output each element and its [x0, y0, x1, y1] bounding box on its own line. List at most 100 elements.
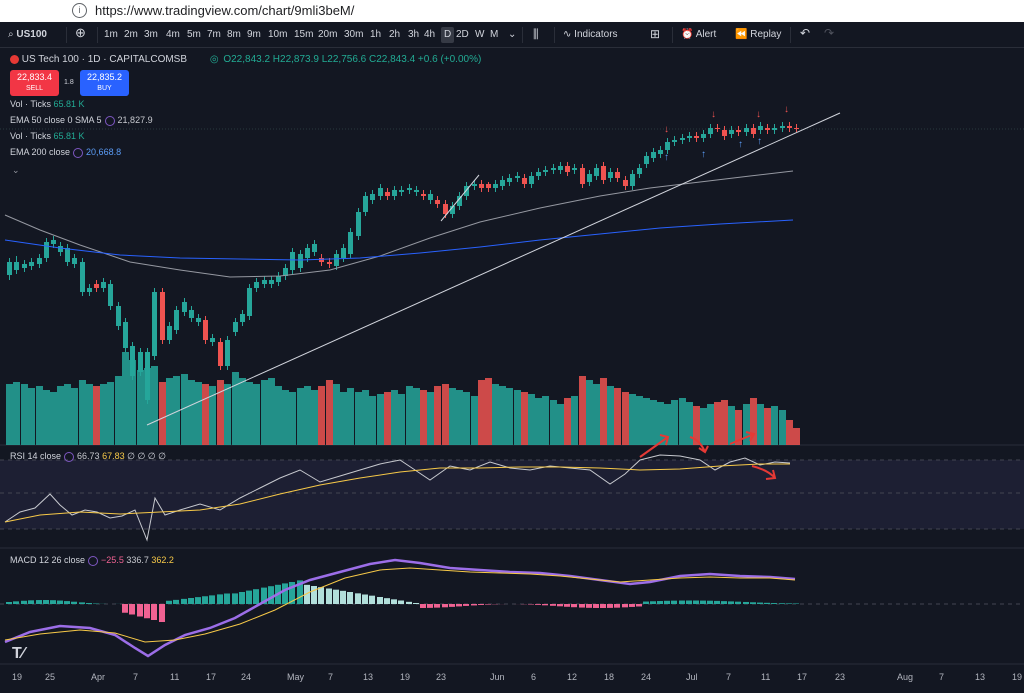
candles-icon[interactable]: ⫼ — [533, 27, 539, 41]
interval-7m[interactable]: 7m — [207, 29, 221, 40]
macd-legend[interactable]: MACD 12 26 close −25.5 336.7 362.2 — [10, 555, 174, 566]
time-axis-label: 7 — [939, 672, 945, 682]
rsi-value: 66.73 — [77, 451, 100, 461]
candle-body — [794, 128, 799, 129]
ema50-legend[interactable]: EMA 50 close 0 SMA 5 21,827.9 — [10, 115, 153, 126]
interval-2h[interactable]: 2h — [389, 29, 401, 40]
alert-label: Alert — [695, 29, 717, 40]
interval-10m[interactable]: 10m — [268, 29, 288, 40]
volume-bar — [173, 376, 180, 445]
volume-bar — [528, 394, 535, 445]
symbol-title: US Tech 100 · 1D · CAPITALCOMSB — [21, 54, 188, 65]
sell-button[interactable]: 22,833.4 SELL — [10, 70, 59, 96]
undo-icon[interactable]: ↶ — [800, 26, 811, 40]
macd-histogram-bar — [735, 601, 741, 604]
market-status-icon: ◎ — [209, 54, 219, 65]
interval-3h[interactable]: 3h — [408, 29, 420, 40]
candle-body — [233, 322, 238, 332]
vol-legend-2[interactable]: Vol · Ticks 65.81 K — [10, 131, 85, 141]
candle-body — [765, 128, 770, 130]
candle-body — [708, 128, 713, 134]
interval-1m[interactable]: 1m — [104, 29, 118, 40]
candle-body — [276, 276, 281, 282]
volume-bar — [535, 398, 542, 445]
interval-4m[interactable]: 4m — [166, 29, 180, 40]
buy-button[interactable]: 22,835.2 BUY — [80, 70, 129, 96]
volume-bar — [686, 402, 693, 445]
browser-address-bar[interactable]: i https://www.tradingview.com/chart/9mli… — [0, 0, 1024, 22]
interval-5m[interactable]: 5m — [187, 29, 201, 40]
ema200-legend[interactable]: EMA 200 close 20,668.8 — [10, 147, 121, 158]
alert-button[interactable]: ⏰ Alert — [681, 27, 716, 43]
eye-icon[interactable] — [64, 451, 75, 462]
volume-bar — [614, 388, 621, 445]
candle-body — [522, 178, 527, 184]
candle-body — [283, 268, 288, 276]
indicators-button[interactable]: ∿ Indicators — [563, 27, 618, 43]
site-info-icon[interactable]: i — [72, 3, 87, 18]
compare-add-icon[interactable]: ⊕ — [75, 25, 86, 40]
macd-histogram-bar — [442, 604, 448, 608]
interval-9m[interactable]: 9m — [247, 29, 261, 40]
rsi-legend[interactable]: RSI 14 close 66.73 67.83 ∅ ∅ ∅ ∅ — [10, 451, 166, 462]
volume-bar — [282, 390, 289, 445]
time-axis-label: 24 — [641, 672, 652, 682]
candle-body — [399, 190, 404, 192]
macd-histogram-bar — [362, 594, 368, 604]
interval-4h[interactable]: 4h — [424, 29, 436, 40]
interval-30m[interactable]: 30m — [344, 29, 364, 40]
replay-button[interactable]: ⏪ Replay — [735, 27, 781, 43]
candle-body — [630, 174, 635, 186]
interval-M[interactable]: M — [490, 29, 499, 40]
interval-W[interactable]: W — [475, 29, 485, 40]
symbol-search[interactable]: ⌕ US100 — [8, 27, 47, 43]
collapse-chevron-icon[interactable]: ⌄ — [12, 165, 20, 175]
volume-bar — [398, 394, 405, 445]
volume-bar — [217, 380, 224, 445]
macd-signal-line — [4, 567, 796, 643]
candle-body — [623, 180, 628, 186]
interval-D[interactable]: D — [441, 27, 455, 43]
macd-histogram-bar — [693, 600, 699, 604]
volume-bar — [793, 428, 800, 445]
redo-icon[interactable]: ↷ — [824, 26, 835, 40]
macd-histogram-bar — [650, 601, 656, 604]
volume-bar — [28, 388, 35, 445]
candle-body — [651, 152, 656, 158]
volume-bar — [239, 378, 246, 445]
eye-icon[interactable] — [88, 555, 99, 566]
candle-body — [269, 280, 274, 284]
volume-bar — [743, 404, 750, 445]
volume-bar — [471, 396, 478, 445]
macd-histogram-bar — [21, 600, 27, 604]
url-text[interactable]: https://www.tradingview.com/chart/9mli3b… — [95, 3, 355, 18]
chart-canvas[interactable]: ↓ ↓ ↓ ↓ ↑ ↑ ↑ ↑ — [0, 48, 1024, 693]
candle-body — [319, 258, 324, 262]
volume-bar — [643, 398, 650, 445]
volume-bar — [369, 396, 376, 445]
vol-legend-1[interactable]: Vol · Ticks 65.81 K — [10, 99, 85, 109]
interval-20m[interactable]: 20m — [318, 29, 338, 40]
interval-8m[interactable]: 8m — [227, 29, 241, 40]
eye-icon[interactable] — [73, 147, 84, 158]
eye-icon[interactable] — [104, 115, 115, 126]
volume-bar — [700, 408, 707, 445]
volume-bar — [93, 386, 100, 445]
layouts-grid-icon[interactable]: ⊞ — [650, 27, 661, 41]
interval-dropdown-chevron-icon[interactable]: ⌄ — [508, 29, 517, 40]
candle-body — [160, 292, 165, 340]
candle-body — [450, 206, 455, 214]
volume-bar — [478, 380, 485, 445]
chart-area[interactable]: ↓ ↓ ↓ ↓ ↑ ↑ ↑ ↑ US Tech 100 · 1D · CAPITALCOMSB… — [0, 48, 1024, 693]
time-axis-label: 11 — [170, 672, 180, 682]
interval-3m[interactable]: 3m — [144, 29, 158, 40]
interval-2D[interactable]: 2D — [456, 29, 469, 40]
interval-2m[interactable]: 2m — [124, 29, 138, 40]
candle-body — [457, 196, 462, 206]
volume-bar — [159, 382, 166, 445]
interval-15m[interactable]: 15m — [294, 29, 314, 40]
sell-price: 22,833.4 — [16, 72, 53, 82]
interval-1h[interactable]: 1h — [370, 29, 382, 40]
candle-body — [594, 168, 599, 176]
macd-histogram-bar — [71, 601, 77, 604]
